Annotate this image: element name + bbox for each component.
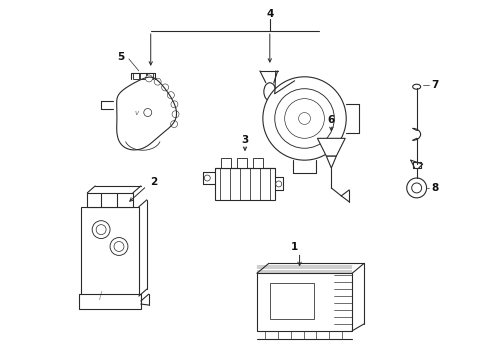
Bar — [87, 193, 133, 207]
Circle shape — [110, 238, 128, 255]
Bar — [237, 158, 247, 168]
Bar — [215, 168, 275, 200]
Bar — [79, 294, 141, 309]
Text: 5: 5 — [117, 52, 124, 62]
Circle shape — [172, 111, 179, 118]
Bar — [253, 158, 263, 168]
Circle shape — [96, 225, 106, 235]
Text: 3: 3 — [242, 135, 248, 145]
Text: /: / — [99, 291, 102, 301]
Polygon shape — [318, 138, 345, 156]
Circle shape — [168, 92, 174, 99]
Bar — [133, 73, 139, 79]
Bar — [257, 273, 352, 331]
Circle shape — [171, 101, 178, 108]
Bar — [140, 73, 146, 79]
Circle shape — [146, 75, 152, 82]
Text: 6: 6 — [328, 116, 335, 126]
Circle shape — [285, 99, 324, 138]
Bar — [147, 73, 153, 79]
Text: 7: 7 — [431, 80, 438, 90]
Circle shape — [275, 89, 334, 148]
Circle shape — [412, 183, 421, 193]
Bar — [81, 207, 139, 296]
Circle shape — [204, 175, 210, 181]
Text: 4: 4 — [266, 9, 273, 19]
Circle shape — [276, 181, 282, 187]
Bar — [270, 283, 315, 319]
Circle shape — [92, 221, 110, 239]
Circle shape — [154, 78, 161, 85]
Text: 2: 2 — [150, 177, 157, 187]
Ellipse shape — [413, 84, 420, 89]
Text: 8: 8 — [431, 183, 438, 193]
Polygon shape — [326, 156, 336, 168]
Ellipse shape — [264, 83, 276, 100]
Circle shape — [114, 242, 124, 251]
Circle shape — [162, 84, 169, 91]
Circle shape — [263, 77, 346, 160]
Circle shape — [171, 121, 177, 127]
Text: 1: 1 — [291, 243, 298, 252]
Bar — [221, 158, 231, 168]
Circle shape — [407, 178, 427, 198]
Circle shape — [298, 113, 311, 125]
Circle shape — [144, 109, 152, 117]
Text: v: v — [135, 109, 139, 116]
